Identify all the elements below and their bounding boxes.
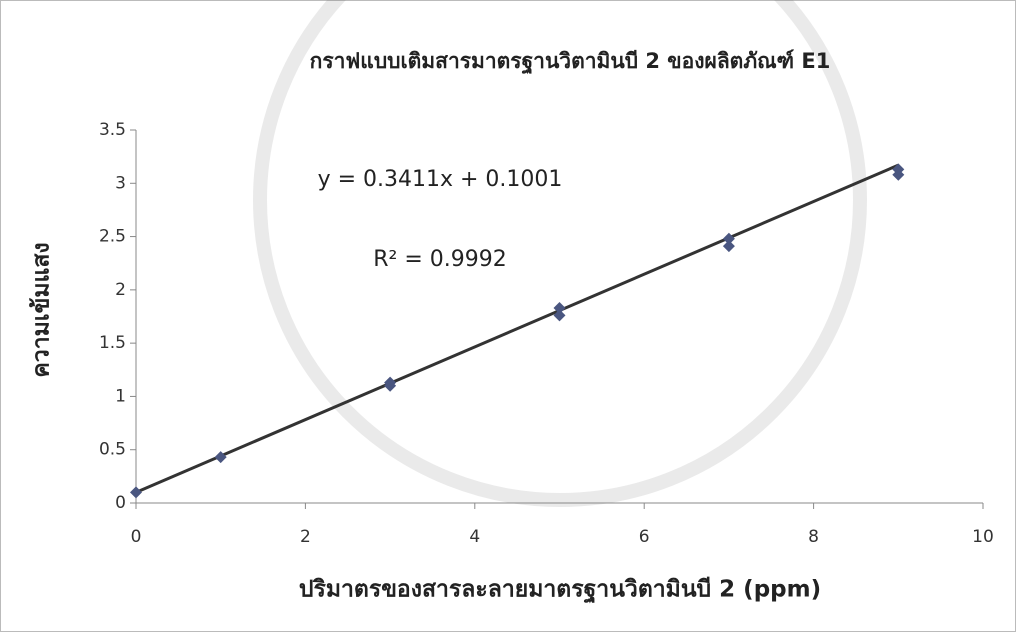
data-point [722, 240, 735, 253]
data-point [722, 232, 735, 245]
y-tick-label: 0 [115, 493, 126, 513]
y-tick-label: 2.5 [99, 227, 126, 247]
y-tick-label: 2 [115, 280, 126, 300]
data-point [553, 309, 566, 322]
equation-label: y = 0.3411x + 0.1001 [318, 167, 563, 192]
x-tick-label: 0 [131, 527, 142, 547]
chart-title: กราฟแบบเติมสารมาตรฐานวิตามินบี 2 ของผลิต… [310, 49, 831, 75]
y-tick-label: 1.5 [99, 333, 126, 353]
y-axis-label: ความเข้มแสง [29, 242, 55, 377]
x-tick-label: 6 [639, 527, 650, 547]
x-tick-label: 10 [972, 527, 994, 547]
y-tick-label: 0.5 [99, 440, 126, 460]
y-tick-label: 3.5 [99, 120, 126, 140]
trendline [135, 163, 899, 494]
x-tick-label: 4 [469, 527, 480, 547]
watermark [253, 0, 867, 507]
x-tick-label: 2 [300, 527, 311, 547]
r-squared-label: R² = 0.9992 [373, 247, 507, 272]
data-point [892, 163, 905, 176]
data-point [553, 301, 566, 314]
x-tick-label: 8 [808, 527, 819, 547]
x-axis-label: ปริมาตรของสารละลายมาตรฐานวิตามินบี 2 (pp… [299, 577, 821, 604]
data-point [214, 451, 227, 464]
data-point [130, 486, 142, 499]
y-tick-label: 1 [115, 386, 126, 406]
y-tick-label: 3 [115, 173, 126, 193]
data-point [384, 376, 397, 389]
